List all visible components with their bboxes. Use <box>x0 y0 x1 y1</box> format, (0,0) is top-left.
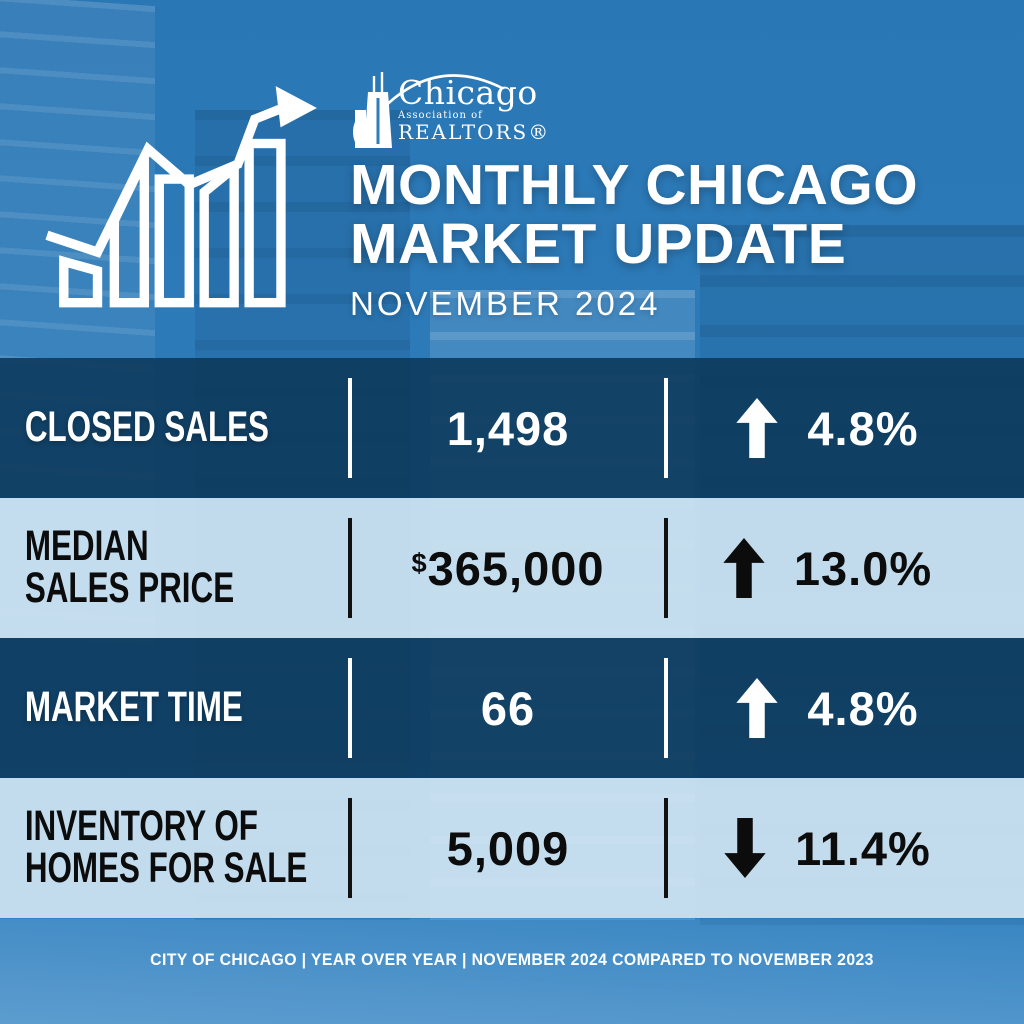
stat-label: INVENTORY OF HOMES FOR SALE <box>24 802 308 892</box>
bar-chart-trend-icon <box>45 86 317 308</box>
column-divider <box>664 658 668 758</box>
stat-change: 4.8% <box>666 398 1024 458</box>
logo-sub-text: Association of <box>398 110 483 121</box>
logo-org-text: REALTORS® <box>398 120 551 144</box>
stat-label: CLOSED SALES <box>24 403 270 452</box>
column-divider <box>664 518 668 618</box>
stat-value: 5,009 <box>446 821 570 875</box>
stat-change-percent: 4.8% <box>807 401 919 455</box>
stat-label: MARKET TIME <box>24 683 243 732</box>
stat-row-inventory: INVENTORY OF HOMES FOR SALE 5,009 11.4% <box>0 778 1024 918</box>
title-line-2: MARKET UPDATE <box>350 211 847 276</box>
background-street <box>0 919 1024 1024</box>
title-line-1: MONTHLY CHICAGO <box>350 153 919 217</box>
stat-row-market-time: MARKET TIME 66 4.8% <box>0 638 1024 778</box>
stat-value: 1,498 <box>446 401 570 455</box>
stat-label: MEDIAN SALES PRICE <box>24 522 235 612</box>
down-arrow-icon <box>723 818 767 878</box>
column-divider <box>664 378 668 478</box>
stats-table: CLOSED SALES 1,498 4.8% MEDIAN SALES PRIC… <box>0 358 1024 918</box>
stat-row-median-sales-price: MEDIAN SALES PRICE $365,000 13.0% <box>0 498 1024 638</box>
footer-caption: CITY OF CHICAGO | YEAR OVER YEAR | NOVEM… <box>150 950 874 969</box>
skyline-arc-icon <box>353 72 503 148</box>
stat-change: 13.0% <box>666 538 1024 598</box>
column-divider <box>348 378 352 478</box>
logo-brand-text: Chicago <box>398 73 538 112</box>
column-divider <box>348 798 352 898</box>
stat-change-percent: 13.0% <box>793 541 933 595</box>
stat-value: $365,000 <box>411 541 605 595</box>
stat-row-closed-sales: CLOSED SALES 1,498 4.8% <box>0 358 1024 498</box>
up-arrow-icon <box>735 398 779 458</box>
title-subtitle: NOVEMBER 2024 <box>350 285 661 323</box>
column-divider <box>664 798 668 898</box>
chicago-realtors-logo: Chicago Association of REALTORS® <box>352 62 548 158</box>
column-divider <box>348 518 352 618</box>
column-divider <box>348 658 352 758</box>
stat-value: 66 <box>480 681 536 735</box>
up-arrow-icon <box>722 538 766 598</box>
stat-change: 4.8% <box>666 678 1024 738</box>
stat-change: 11.4% <box>666 818 1024 878</box>
up-arrow-icon <box>735 678 779 738</box>
page-title: MONTHLY CHICAGO MARKET UPDATE NOVEMBER 2… <box>350 156 918 323</box>
stat-change-percent: 4.8% <box>807 681 919 735</box>
stat-change-percent: 11.4% <box>795 821 931 875</box>
